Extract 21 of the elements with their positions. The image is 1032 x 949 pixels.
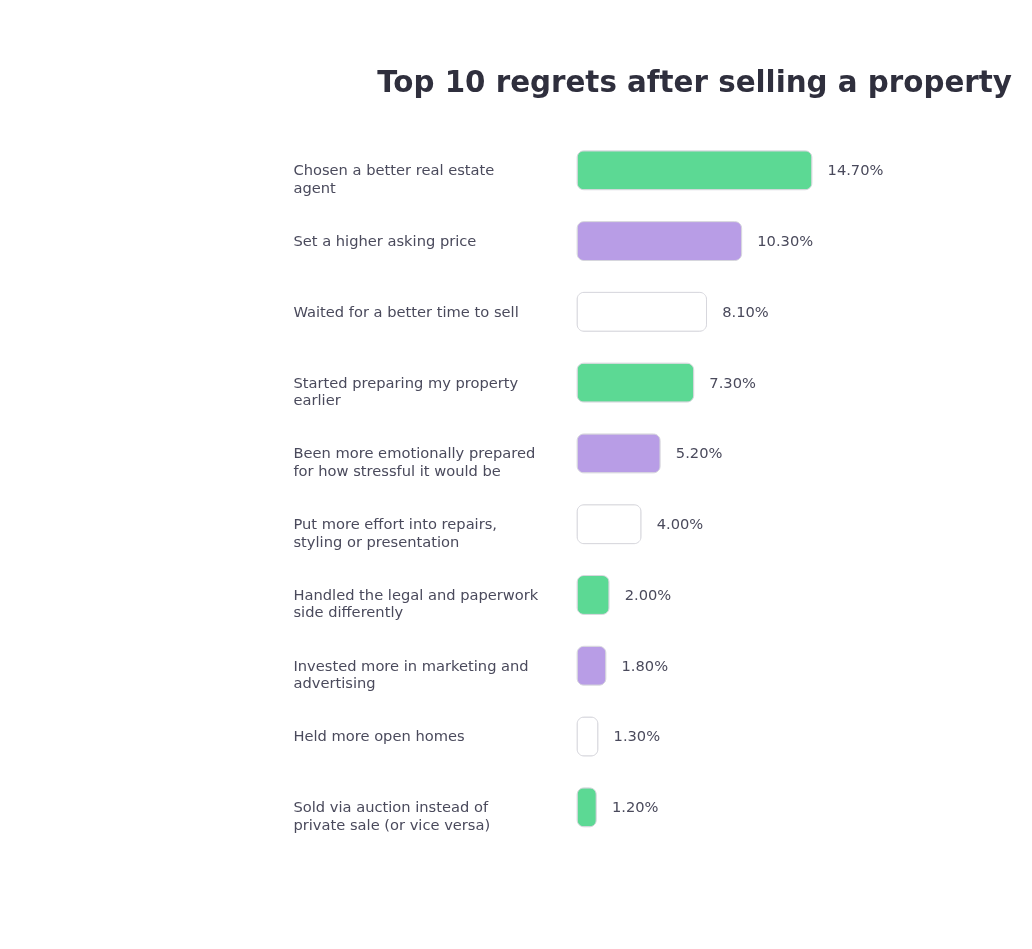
data-label: 2.00%	[624, 585, 672, 603]
data-label: 10.30%	[757, 231, 814, 249]
data-label: 1.80%	[621, 656, 669, 674]
data-label: 1.30%	[613, 727, 661, 745]
y-tick-label: Set a higher asking price	[293, 231, 477, 249]
y-tick-label: Handled the legal and paperwork side differently	[293, 585, 539, 621]
data-label: 4.00%	[656, 515, 704, 533]
y-tick-label: Been more emotionally prepared for how stressful it would be	[293, 444, 536, 479]
data-label: 8.10%	[722, 302, 769, 320]
data-label: 1.20%	[611, 798, 659, 816]
y-tick-label: Put more effort into repairs, styling or presentation	[293, 515, 498, 550]
y-tick-label: Held more open homes	[293, 727, 465, 745]
y-tick-label: Started preparing my property earlier	[293, 373, 519, 409]
chart-title: Top 10 regrets after selling a property	[377, 64, 1012, 99]
y-tick-label: Invested more in marketing and advertising	[293, 656, 529, 692]
y-tick-label: Sold via auction instead of private sale (or vice versa)	[293, 798, 491, 833]
data-label: 14.70%	[827, 161, 884, 179]
y-tick-label: Waited for a better time to sell	[293, 302, 519, 320]
data-label: 5.20%	[675, 444, 723, 462]
data-label: 7.30%	[709, 373, 757, 391]
y-tick-label: Chosen a better real estate agent	[293, 161, 495, 196]
